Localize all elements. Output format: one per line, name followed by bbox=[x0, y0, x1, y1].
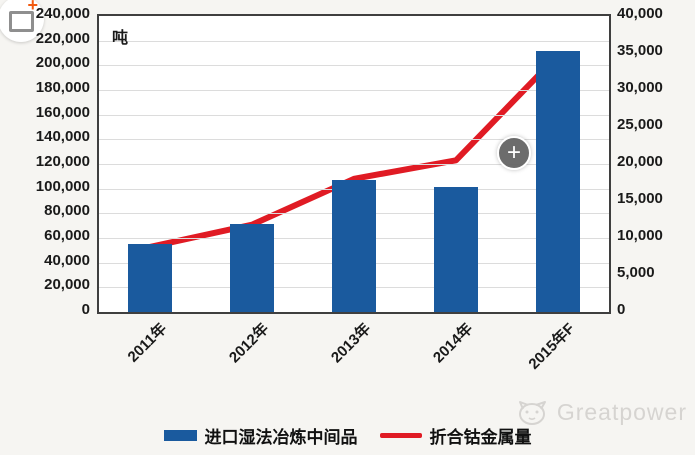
plus-icon: + bbox=[506, 139, 521, 166]
right-axis-tick: 20,000 bbox=[617, 153, 663, 170]
left-axis-tick: 80,000 bbox=[44, 202, 90, 220]
left-axis-tick: 220,000 bbox=[35, 29, 90, 47]
right-axis-tick: 40,000 bbox=[617, 5, 663, 22]
x-axis-tick: 2014年 bbox=[429, 320, 477, 367]
right-axis-tick: 10,000 bbox=[617, 227, 663, 244]
bar-2012年 bbox=[230, 224, 274, 312]
left-axis-tick: 180,000 bbox=[35, 79, 90, 96]
zoom-in-button[interactable]: + bbox=[497, 136, 531, 170]
legend: 进口湿法冶炼中间品 折合钴金属量 bbox=[0, 423, 695, 448]
x-axis-tick: 2013年 bbox=[327, 320, 375, 367]
left-axis-tick: 40,000 bbox=[44, 251, 90, 269]
right-axis-tick: 30,000 bbox=[617, 79, 663, 96]
legend-bar-swatch-icon bbox=[163, 430, 197, 441]
line-series-svg bbox=[147, 52, 561, 250]
gridline bbox=[99, 114, 609, 116]
left-axis-tick: 100,000 bbox=[35, 177, 90, 195]
image-frame-icon bbox=[8, 10, 34, 32]
line-series bbox=[147, 52, 561, 250]
right-axis-tick: 0 bbox=[617, 301, 626, 318]
legend-item: 进口湿法冶炼中间品 bbox=[163, 423, 358, 448]
legend-label: 折合钴金属量 bbox=[429, 428, 532, 447]
legend-item: 折合钴金属量 bbox=[379, 423, 532, 448]
bar-2014年 bbox=[434, 187, 478, 312]
orange-plus-icon: + bbox=[27, 0, 38, 15]
gridline bbox=[99, 65, 609, 67]
right-axis-tick: 15,000 bbox=[617, 190, 663, 207]
gridline bbox=[99, 90, 609, 91]
unit-label: 吨 bbox=[112, 30, 129, 47]
bar-2011年 bbox=[128, 244, 172, 312]
gridline bbox=[99, 164, 609, 165]
x-axis-tick: 2012年 bbox=[225, 320, 273, 367]
watermark-brand-text: Greatpower bbox=[556, 399, 687, 425]
expand-image-button[interactable]: + bbox=[0, 0, 44, 42]
right-axis-tick: 5,000 bbox=[617, 264, 655, 281]
bar-2013年 bbox=[332, 180, 376, 312]
gridline bbox=[99, 40, 609, 42]
left-axis-tick: 200,000 bbox=[35, 54, 90, 72]
left-axis-tick: 160,000 bbox=[35, 103, 90, 121]
left-axis-tick: 140,000 bbox=[35, 128, 90, 146]
gridline bbox=[99, 139, 609, 141]
bar-2015年F bbox=[536, 50, 580, 312]
greatpower-logo-icon bbox=[518, 400, 546, 425]
left-axis-tick: 120,000 bbox=[35, 153, 90, 170]
x-axis-tick: 2015年F bbox=[525, 320, 579, 373]
left-axis-tick: 240,000 bbox=[35, 5, 90, 22]
x-axis-tick: 2011年 bbox=[124, 320, 171, 366]
legend-label: 进口湿法冶炼中间品 bbox=[204, 428, 358, 447]
legend-line-swatch-icon bbox=[379, 433, 422, 438]
watermark: Greatpower bbox=[517, 399, 687, 426]
left-axis-tick: 20,000 bbox=[44, 276, 90, 294]
left-axis-tick: 0 bbox=[81, 301, 90, 318]
left-axis-tick: 60,000 bbox=[44, 227, 90, 244]
right-axis-tick: 25,000 bbox=[617, 116, 663, 133]
right-axis-tick: 35,000 bbox=[617, 42, 663, 59]
plot-area bbox=[97, 14, 611, 314]
